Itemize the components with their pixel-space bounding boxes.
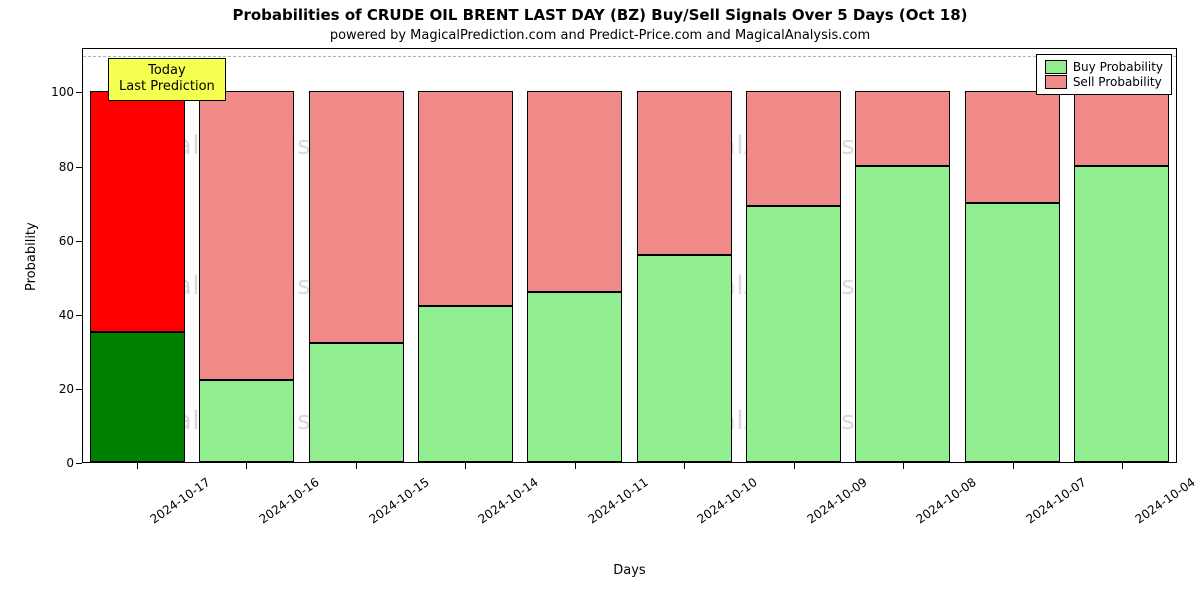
y-tick-mark xyxy=(76,241,82,242)
x-tick-label: 2024-10-11 xyxy=(585,475,650,526)
bar-slot xyxy=(1074,49,1169,462)
bar-slot xyxy=(637,49,732,462)
bar-segment-buy xyxy=(965,203,1060,462)
x-tick-mark xyxy=(684,463,685,469)
bar-slot xyxy=(418,49,513,462)
bar-segment-sell xyxy=(965,91,1060,202)
legend: Buy ProbabilitySell Probability xyxy=(1036,54,1172,95)
chart-subtitle: powered by MagicalPrediction.com and Pre… xyxy=(0,28,1200,43)
bar-segment-buy xyxy=(855,166,950,462)
bar-segment-sell xyxy=(199,91,294,380)
bar-segment-buy xyxy=(1074,166,1169,462)
bar-slot xyxy=(199,49,294,462)
y-tick-mark xyxy=(76,167,82,168)
bar-slot xyxy=(527,49,622,462)
x-tick-mark xyxy=(1122,463,1123,469)
x-tick-label: 2024-10-09 xyxy=(804,475,869,526)
x-tick-mark xyxy=(794,463,795,469)
y-tick-mark xyxy=(76,389,82,390)
y-tick-label: 80 xyxy=(34,160,74,174)
bar-slot xyxy=(965,49,1060,462)
bar-segment-buy xyxy=(637,255,732,463)
x-tick-mark xyxy=(356,463,357,469)
x-tick-label: 2024-10-14 xyxy=(476,475,541,526)
x-tick-label: 2024-10-15 xyxy=(366,475,431,526)
bar-segment-sell xyxy=(746,91,841,206)
legend-swatch xyxy=(1045,75,1067,89)
bar-segment-sell xyxy=(637,91,732,254)
y-tick-label: 40 xyxy=(34,308,74,322)
bar-segment-sell xyxy=(90,91,185,332)
y-axis-label: Probability xyxy=(24,222,39,291)
legend-label: Sell Probability xyxy=(1073,75,1162,89)
legend-swatch xyxy=(1045,60,1067,74)
bar-slot xyxy=(309,49,404,462)
chart-title: Probabilities of CRUDE OIL BRENT LAST DA… xyxy=(0,6,1200,24)
x-tick-mark xyxy=(465,463,466,469)
bar-slot xyxy=(746,49,841,462)
annotation-line1: Today xyxy=(119,63,215,79)
bar-slot xyxy=(855,49,950,462)
x-tick-mark xyxy=(246,463,247,469)
x-tick-mark xyxy=(1013,463,1014,469)
annotation-line2: Last Prediction xyxy=(119,79,215,95)
today-annotation: Today Last Prediction xyxy=(108,58,226,101)
bar-segment-buy xyxy=(746,206,841,462)
x-axis-label: Days xyxy=(82,563,1177,578)
bars-container xyxy=(83,49,1176,462)
y-tick-label: 60 xyxy=(34,234,74,248)
x-tick-label: 2024-10-08 xyxy=(914,475,979,526)
x-tick-label: 2024-10-10 xyxy=(695,475,760,526)
bar-segment-buy xyxy=(418,306,513,462)
x-tick-label: 2024-10-04 xyxy=(1133,475,1198,526)
x-tick-mark xyxy=(575,463,576,469)
y-tick-mark xyxy=(76,92,82,93)
bar-segment-buy xyxy=(527,292,622,462)
bar-segment-buy xyxy=(309,343,404,462)
y-tick-mark xyxy=(76,463,82,464)
bar-slot xyxy=(90,49,185,462)
legend-item: Sell Probability xyxy=(1045,75,1163,89)
x-tick-mark xyxy=(137,463,138,469)
legend-label: Buy Probability xyxy=(1073,60,1163,74)
plot-area: MagicalAnalysis.comMagicalAnalysis.comMa… xyxy=(82,48,1177,463)
y-tick-label: 20 xyxy=(34,382,74,396)
x-tick-label: 2024-10-17 xyxy=(147,475,212,526)
bar-segment-sell xyxy=(855,91,950,165)
bar-segment-sell xyxy=(1074,91,1169,165)
bar-segment-buy xyxy=(90,332,185,462)
y-tick-label: 100 xyxy=(34,85,74,99)
y-tick-mark xyxy=(76,315,82,316)
bar-segment-sell xyxy=(527,91,622,291)
chart-container: Probabilities of CRUDE OIL BRENT LAST DA… xyxy=(0,0,1200,600)
x-tick-label: 2024-10-16 xyxy=(257,475,322,526)
x-tick-mark xyxy=(903,463,904,469)
bar-segment-buy xyxy=(199,380,294,462)
y-tick-label: 0 xyxy=(34,456,74,470)
legend-item: Buy Probability xyxy=(1045,60,1163,74)
bar-segment-sell xyxy=(418,91,513,306)
x-tick-label: 2024-10-07 xyxy=(1023,475,1088,526)
bar-segment-sell xyxy=(309,91,404,343)
